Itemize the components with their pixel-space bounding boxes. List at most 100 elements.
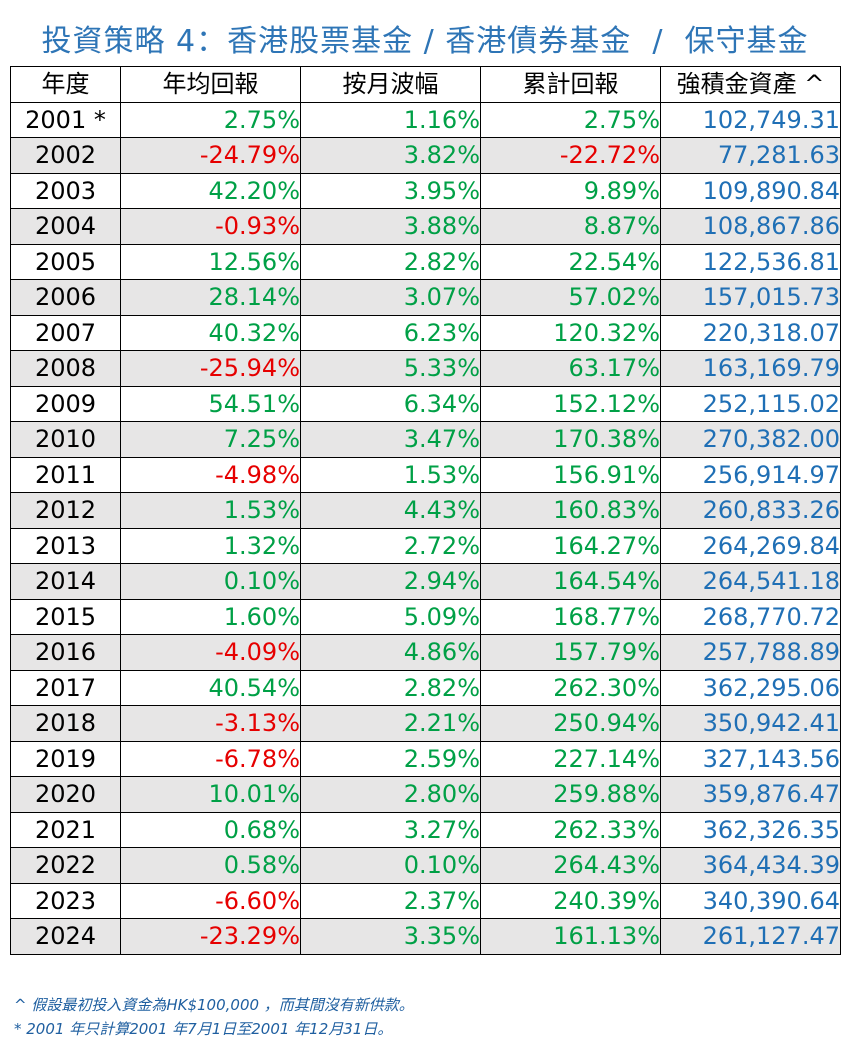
mpf-asset-cell: 257,788.89 [660,634,841,671]
monthly-volatility-cell: 5.09% [300,598,481,635]
year-cell: 2007 [10,314,121,351]
monthly-volatility-cell: 6.23% [300,314,481,351]
table-row: 2009 54.51% 6.34% 152.12% 252,115.02 [10,385,841,422]
annual-return-cell: 0.68% [120,811,301,848]
monthly-volatility-cell: 2.72% [300,527,481,564]
year-cell: 2003 [10,172,121,209]
header-year: 年度 [10,66,121,103]
table-row: 2003 42.20% 3.95% 9.89% 109,890.84 [10,172,841,209]
table-row: 2017 40.54% 2.82% 262.30% 362,295.06 [10,669,841,706]
table-row: 2002 -24.79% 3.82% -22.72% 77,281.63 [10,137,841,174]
monthly-volatility-cell: 2.82% [300,669,481,706]
annual-return-cell: 28.14% [120,279,301,316]
table-row: 2014 0.10% 2.94% 164.54% 264,541.18 [10,563,841,600]
mpf-asset-cell: 359,876.47 [660,776,841,813]
cumulative-return-cell: 63.17% [480,350,661,387]
mpf-asset-cell: 362,326.35 [660,811,841,848]
annual-return-cell: 42.20% [120,172,301,209]
cumulative-return-cell: 156.91% [480,456,661,493]
monthly-volatility-cell: 2.37% [300,882,481,919]
table-row: 2005 12.56% 2.82% 22.54% 122,536.81 [10,243,841,280]
monthly-volatility-cell: 5.33% [300,350,481,387]
table-row: 2004 -0.93% 3.88% 8.87% 108,867.86 [10,208,841,245]
monthly-volatility-cell: 2.94% [300,563,481,600]
monthly-volatility-cell: 3.47% [300,421,481,458]
table-row: 2016 -4.09% 4.86% 157.79% 257,788.89 [10,634,841,671]
cumulative-return-cell: 227.14% [480,740,661,777]
year-cell: 2016 [10,634,121,671]
cumulative-return-cell: 240.39% [480,882,661,919]
monthly-volatility-cell: 1.16% [300,101,481,138]
annual-return-cell: 40.32% [120,314,301,351]
mpf-asset-cell: 157,015.73 [660,279,841,316]
annual-return-cell: -6.60% [120,882,301,919]
cumulative-return-cell: 160.83% [480,492,661,529]
cumulative-return-cell: 170.38% [480,421,661,458]
monthly-volatility-cell: 2.80% [300,776,481,813]
year-cell: 2009 [10,385,121,422]
year-cell: 2024 [10,918,121,955]
cumulative-return-cell: -22.72% [480,137,661,174]
table-row: 2007 40.32% 6.23% 120.32% 220,318.07 [10,314,841,351]
annual-return-cell: 12.56% [120,243,301,280]
monthly-volatility-cell: 2.21% [300,705,481,742]
year-cell: 2001 * [10,101,121,138]
cumulative-return-cell: 164.27% [480,527,661,564]
monthly-volatility-cell: 3.27% [300,811,481,848]
mpf-asset-cell: 252,115.02 [660,385,841,422]
mpf-asset-cell: 122,536.81 [660,243,841,280]
mpf-asset-cell: 364,434.39 [660,847,841,884]
year-cell: 2014 [10,563,121,600]
mpf-asset-cell: 264,541.18 [660,563,841,600]
annual-return-cell: 0.58% [120,847,301,884]
year-cell: 2012 [10,492,121,529]
cumulative-return-cell: 152.12% [480,385,661,422]
annual-return-cell: 1.53% [120,492,301,529]
year-cell: 2002 [10,137,121,174]
header-cumulative-return: 累計回報 [480,66,661,103]
cumulative-return-cell: 157.79% [480,634,661,671]
monthly-volatility-cell: 3.88% [300,208,481,245]
table-row: 2010 7.25% 3.47% 170.38% 270,382.00 [10,421,841,458]
table-row: 2018 -3.13% 2.21% 250.94% 350,942.41 [10,705,841,742]
monthly-volatility-cell: 1.53% [300,456,481,493]
mpf-asset-cell: 362,295.06 [660,669,841,706]
annual-return-cell: 1.32% [120,527,301,564]
annual-return-cell: 40.54% [120,669,301,706]
table-row: 2023 -6.60% 2.37% 240.39% 340,390.64 [10,882,841,919]
cumulative-return-cell: 259.88% [480,776,661,813]
mpf-asset-cell: 109,890.84 [660,172,841,209]
monthly-volatility-cell: 3.35% [300,918,481,955]
cumulative-return-cell: 164.54% [480,563,661,600]
mpf-asset-cell: 327,143.56 [660,740,841,777]
mpf-asset-cell: 77,281.63 [660,137,841,174]
annual-return-cell: -4.98% [120,456,301,493]
year-cell: 2004 [10,208,121,245]
year-cell: 2023 [10,882,121,919]
annual-return-cell: 10.01% [120,776,301,813]
mpf-asset-cell: 264,269.84 [660,527,841,564]
mpf-asset-cell: 268,770.72 [660,598,841,635]
table-row: 2019 -6.78% 2.59% 227.14% 327,143.56 [10,740,841,777]
monthly-volatility-cell: 0.10% [300,847,481,884]
cumulative-return-cell: 8.87% [480,208,661,245]
monthly-volatility-cell: 2.82% [300,243,481,280]
annual-return-cell: 2.75% [120,101,301,138]
cumulative-return-cell: 168.77% [480,598,661,635]
table-row: 2020 10.01% 2.80% 259.88% 359,876.47 [10,776,841,813]
mpf-asset-cell: 220,318.07 [660,314,841,351]
monthly-volatility-cell: 4.43% [300,492,481,529]
header-monthly-volatility: 按月波幅 [300,66,481,103]
table-row: 2006 28.14% 3.07% 57.02% 157,015.73 [10,279,841,316]
table-row: 2012 1.53% 4.43% 160.83% 260,833.26 [10,492,841,529]
monthly-volatility-cell: 4.86% [300,634,481,671]
header-annual-return: 年均回報 [120,66,301,103]
year-cell: 2005 [10,243,121,280]
annual-return-cell: -24.79% [120,137,301,174]
table-row: 2008 -25.94% 5.33% 63.17% 163,169.79 [10,350,841,387]
mpf-asset-cell: 256,914.97 [660,456,841,493]
annual-return-cell: 1.60% [120,598,301,635]
table-row: 2011 -4.98% 1.53% 156.91% 256,914.97 [10,456,841,493]
table-header-row: 年度 年均回報 按月波幅 累計回報 強積金資產 ^ [10,66,841,103]
mpf-asset-cell: 340,390.64 [660,882,841,919]
